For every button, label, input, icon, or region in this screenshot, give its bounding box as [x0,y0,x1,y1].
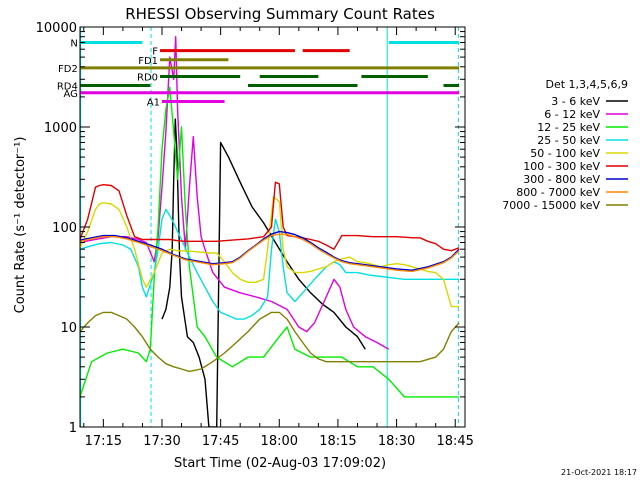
annotation-label-7: A1 [147,97,160,108]
series-line-5 [80,181,460,252]
series-line-7 [80,233,460,273]
y-tick-label-3: 1000 [44,121,77,136]
legend-label-1: 6 - 12 keV [544,108,600,121]
series-line-4 [80,196,460,308]
x-axis-label: Start Time (02-Aug-03 17:09:02) [174,456,386,471]
legend-label-6: 300 - 800 keV [523,173,600,186]
annotation-label-5: RD4 [57,82,78,93]
x-tick-label-5: 18:30 [378,434,415,449]
series-line-3 [80,208,460,320]
y-tick-label-4: 10000 [36,21,77,36]
x-tick-label-6: 18:45 [436,434,473,449]
chart-title: RHESSI Observing Summary Count Rates [125,5,435,23]
x-tick-label-1: 17:30 [143,434,180,449]
plot-data [80,27,460,427]
legend-label-4: 50 - 100 keV [530,147,600,160]
series-line-6 [80,230,460,271]
annotation-label-2: FD1 [138,56,158,67]
annotation-label-6: AG [63,89,77,100]
x-tick-label-3: 18:00 [261,434,298,449]
series-line-2 [80,86,460,398]
legend-label-0: 3 - 6 keV [551,95,600,108]
y-tick-label-1: 10 [60,321,77,336]
legend-title: Det 1,3,4,5,6,9 [545,78,628,91]
x-tick-label-2: 17:45 [202,434,239,449]
timestamp-label: 21-Oct-2021 18:17 [561,468,637,477]
x-tick-label-0: 17:15 [85,434,122,449]
annotation-label-3: FD2 [58,64,78,75]
y-tick-label-2: 100 [52,221,77,236]
series-line-1 [80,36,390,350]
legend-label-3: 25 - 50 keV [537,134,600,147]
annotation-label-0: N [70,38,77,49]
x-tick-label-4: 18:15 [319,434,356,449]
legend-label-2: 12 - 25 keV [537,121,600,134]
series-line-8 [80,311,460,373]
y-axis-label: Count Rate (s⁻¹ detector⁻¹) [13,137,28,314]
annotation-label-4: RD0 [137,72,158,83]
legend-label-7: 800 - 7000 keV [516,186,600,199]
annotation-label-1: F [152,47,158,58]
legend-label-5: 100 - 300 keV [523,160,600,173]
y-tick-label-0: 1 [69,421,77,436]
legend-label-8: 7000 - 15000 keV [502,199,600,212]
